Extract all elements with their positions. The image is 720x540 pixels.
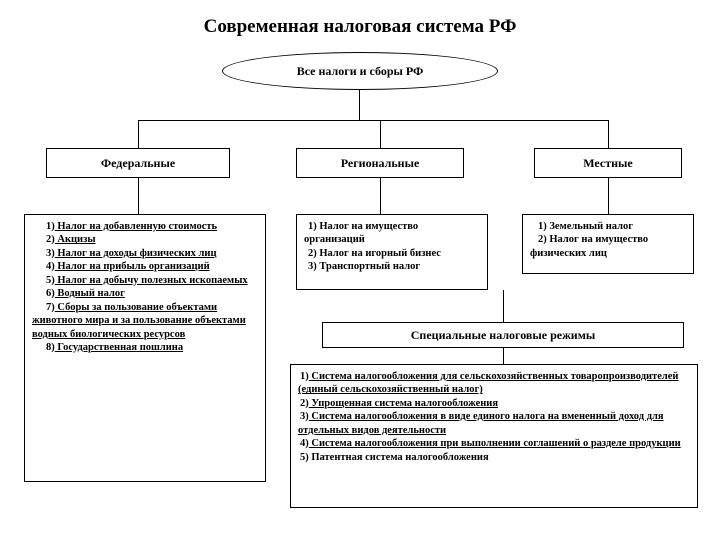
list-item: 1) Налог на добавленную стоимость bbox=[32, 220, 258, 233]
root-node: Все налоги и сборы РФ bbox=[222, 52, 498, 90]
root-label: Все налоги и сборы РФ bbox=[297, 64, 424, 79]
category-local-label: Местные bbox=[583, 156, 632, 171]
list-item: 1) Земельный налог bbox=[530, 220, 686, 233]
list-item: 3) Транспортный налог bbox=[304, 260, 480, 273]
connector-line bbox=[380, 120, 381, 148]
special-header: Специальные налоговые режимы bbox=[322, 322, 684, 348]
connector-line bbox=[138, 120, 609, 121]
list-item: 4) Система налогообложения при выполнени… bbox=[298, 437, 690, 450]
connector-line bbox=[359, 90, 360, 120]
list-item: 5) Патентная система налогообложения bbox=[298, 451, 690, 464]
category-regional: Региональные bbox=[296, 148, 464, 178]
regional-box: 1) Налог на имущество организаций2) Нало… bbox=[296, 214, 488, 290]
federal-box: 1) Налог на добавленную стоимость2) Акци… bbox=[24, 214, 266, 482]
special-header-label: Специальные налоговые режимы bbox=[411, 328, 595, 343]
list-item: 6) Водный налог bbox=[32, 287, 258, 300]
connector-line bbox=[503, 290, 504, 322]
list-item: 4) Налог на прибыль организаций bbox=[32, 260, 258, 273]
connector-line bbox=[608, 120, 609, 148]
list-item: 1) Система налогообложения для сельскохо… bbox=[298, 370, 690, 397]
page-title: Современная налоговая система РФ bbox=[0, 16, 720, 38]
list-item: 8) Государственная пошлина bbox=[32, 341, 258, 354]
list-item: 3) Система налогообложения в виде единог… bbox=[298, 410, 690, 437]
list-item: 5) Налог на добычу полезных ископаемых bbox=[32, 274, 258, 287]
list-item: 3) Налог на доходы физических лиц bbox=[32, 247, 258, 260]
list-item: 7) Сборы за пользование объектами животн… bbox=[32, 301, 258, 341]
category-local: Местные bbox=[534, 148, 682, 178]
list-item: 2) Налог на имущество физических лиц bbox=[530, 233, 686, 260]
connector-line bbox=[608, 178, 609, 214]
list-item: 2) Налог на игорный бизнес bbox=[304, 247, 480, 260]
category-federal: Федеральные bbox=[46, 148, 230, 178]
list-item: 1) Налог на имущество организаций bbox=[304, 220, 480, 247]
list-item: 2) Упрощенная система налогообложения bbox=[298, 397, 690, 410]
connector-line bbox=[503, 348, 504, 364]
category-federal-label: Федеральные bbox=[101, 156, 175, 171]
connector-line bbox=[138, 178, 139, 214]
category-regional-label: Региональные bbox=[341, 156, 420, 171]
special-box: 1) Система налогообложения для сельскохо… bbox=[290, 364, 698, 508]
list-item: 2) Акцизы bbox=[32, 233, 258, 246]
connector-line bbox=[380, 178, 381, 214]
local-box: 1) Земельный налог2) Налог на имущество … bbox=[522, 214, 694, 274]
connector-line bbox=[138, 120, 139, 148]
